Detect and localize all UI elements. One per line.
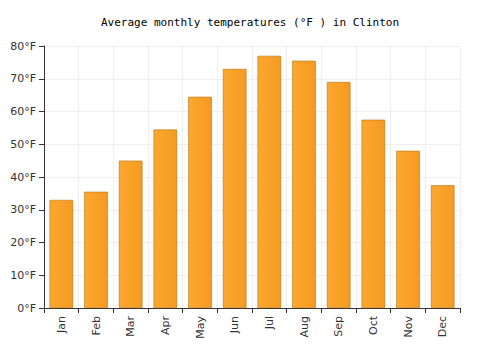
svg-text:Jan: Jan [55,316,68,334]
svg-text:Feb: Feb [90,316,103,335]
svg-text:10°F: 10°F [10,269,36,282]
svg-text:May: May [194,316,207,339]
svg-text:70°F: 70°F [10,72,36,85]
svg-text:Dec: Dec [436,316,449,337]
svg-text:Jun: Jun [228,316,241,334]
svg-text:30°F: 30°F [10,203,36,216]
svg-text:Jul: Jul [263,316,276,330]
svg-text:80°F: 80°F [10,40,36,53]
svg-text:50°F: 50°F [10,138,36,151]
svg-text:Apr: Apr [159,316,172,336]
svg-text:Oct: Oct [367,315,380,335]
svg-text:Average monthly temperatures (: Average monthly temperatures (°F ) in Cl… [101,16,399,29]
svg-text:Mar: Mar [124,316,137,337]
svg-text:Nov: Nov [402,316,415,338]
svg-text:40°F: 40°F [10,171,36,184]
svg-text:60°F: 60°F [10,105,36,118]
svg-text:0°F: 0°F [17,302,36,315]
svg-text:Aug: Aug [298,316,311,337]
svg-text:20°F: 20°F [10,236,36,249]
svg-text:Sep: Sep [332,316,345,337]
